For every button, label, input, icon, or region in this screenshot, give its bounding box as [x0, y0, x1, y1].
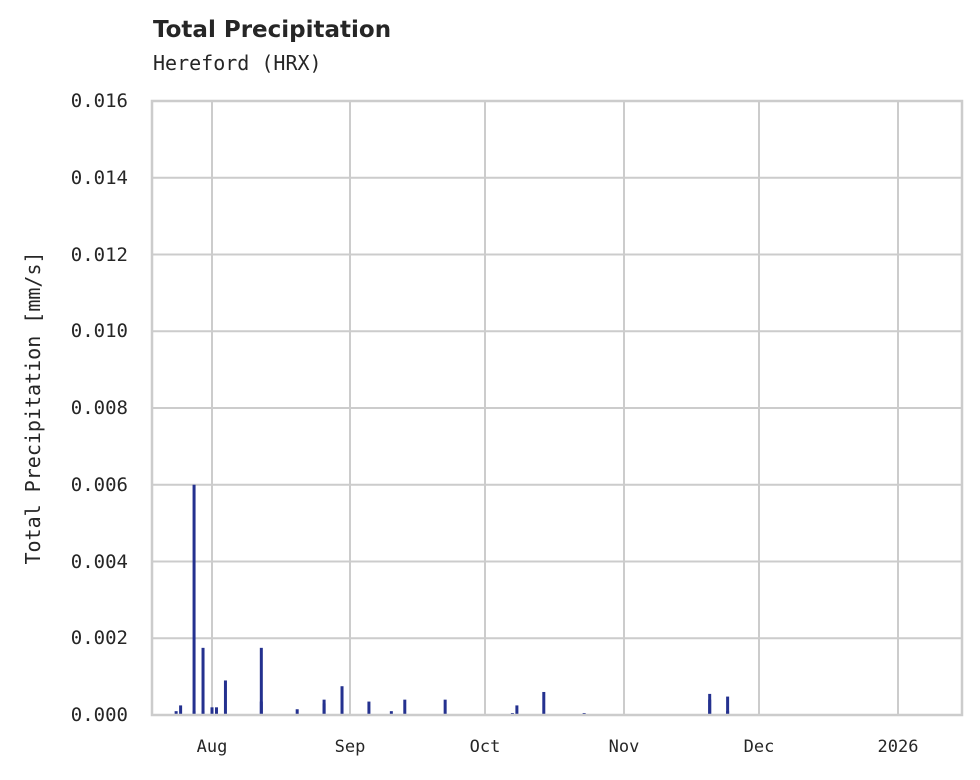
- x-tick-label: Oct: [469, 737, 501, 757]
- precip-bar: [214, 707, 218, 715]
- precip-bar: [259, 647, 263, 715]
- precip-bar: [389, 711, 393, 715]
- x-tick-label: Aug: [196, 737, 228, 757]
- precip-bar: [201, 647, 205, 715]
- x-tick-label: 2026: [877, 737, 919, 757]
- y-tick-label: 0.010: [70, 320, 128, 343]
- precip-bar: [340, 686, 344, 715]
- precip-bar: [259, 701, 263, 715]
- precip-bar: [223, 680, 227, 715]
- y-tick-label: 0.000: [70, 704, 128, 726]
- precip-bar: [174, 711, 178, 715]
- precip-bar: [322, 703, 326, 715]
- y-tick-label: 0.008: [70, 397, 128, 419]
- chart-title: Total Precipitation: [153, 17, 392, 43]
- precip-bar: [295, 709, 299, 715]
- precipitation-bars: [174, 484, 730, 715]
- precip-bar: [726, 711, 730, 715]
- precip-bar: [210, 707, 214, 715]
- precip-bar: [179, 705, 183, 715]
- gridlines: [152, 101, 962, 715]
- y-tick-label: 0.004: [70, 550, 128, 573]
- x-tick-label: Nov: [608, 737, 640, 757]
- precip-bar: [542, 691, 546, 715]
- precip-bar: [403, 699, 407, 715]
- y-tick-label: 0.002: [70, 627, 128, 650]
- precip-bar: [726, 696, 730, 715]
- plot-frame: [150, 99, 964, 717]
- y-tick-label: 0.006: [70, 473, 128, 496]
- precip-bar: [192, 484, 196, 715]
- y-tick-label: 0.012: [70, 243, 128, 266]
- precip-bar: [367, 701, 371, 715]
- y-tick-label: 0.014: [70, 166, 128, 189]
- precip-bar: [443, 699, 447, 715]
- x-tick-label: Dec: [743, 737, 775, 757]
- precip-bar: [708, 699, 712, 715]
- y-tick-label: 0.016: [70, 90, 128, 112]
- precip-bar: [515, 705, 519, 715]
- x-tick-label: Sep: [334, 737, 366, 757]
- precip-bar: [201, 711, 205, 715]
- chart-subtitle: Hereford (HRX): [153, 51, 322, 75]
